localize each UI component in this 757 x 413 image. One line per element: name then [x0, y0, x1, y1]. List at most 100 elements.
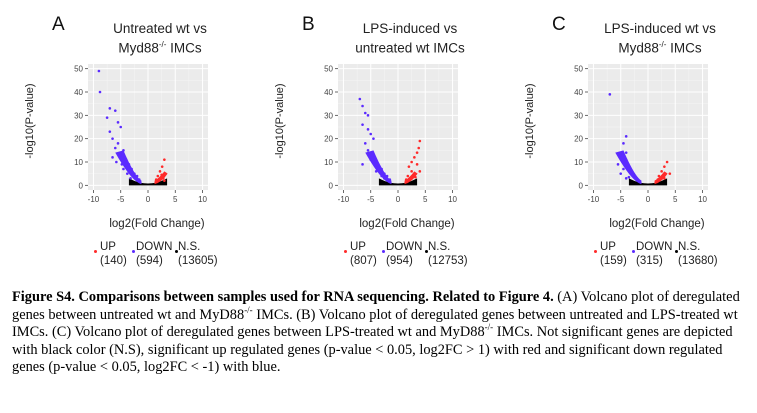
down-point	[377, 165, 381, 168]
down-point	[363, 142, 367, 145]
figure-caption: Figure S4. Comparisons between samples u…	[12, 289, 750, 377]
caption-related: Related to Figure 4.	[432, 289, 554, 305]
ns-points	[378, 178, 418, 186]
up-point	[664, 172, 667, 175]
caption-text-1: (A) Volcano plot of deregulated genes be…	[12, 289, 740, 323]
y-tick-label: 50	[574, 65, 583, 74]
down-point	[372, 137, 375, 140]
volcano-plot: -10 -5 0 5 10 0 10 20 30 40 50	[324, 64, 458, 204]
x-tick-label: -10	[338, 195, 350, 204]
down-point	[116, 142, 120, 145]
panel-title-tail: IMCs	[666, 40, 702, 56]
up-point	[154, 178, 158, 181]
y-tick-label: 40	[574, 88, 583, 97]
up-point	[418, 170, 422, 173]
ns-points	[628, 178, 668, 186]
down-point	[633, 174, 636, 178]
x-tick-label: 0	[146, 195, 151, 204]
legend-down-dot	[632, 250, 635, 253]
legend-up-count: (159)	[600, 255, 627, 267]
up-point	[160, 173, 163, 177]
panel-title-line2: untreated wt IMCs	[355, 40, 465, 56]
down-point	[622, 142, 625, 145]
y-tick-label: 0	[329, 181, 334, 190]
y-tick-label: 30	[74, 111, 83, 120]
down-point	[624, 158, 628, 161]
legend-up-dot	[344, 250, 347, 253]
x-tick-label: -10	[88, 195, 100, 204]
y-tick-label: 30	[574, 111, 583, 120]
down-point	[363, 111, 367, 115]
legend-down-dot	[382, 250, 385, 253]
volcano-plot: -10 -5 0 5 10 0 10 20 30 40 50	[574, 64, 708, 204]
x-tick-label: 5	[173, 195, 178, 204]
up-point	[156, 174, 160, 178]
up-point	[668, 172, 672, 175]
legend: UP (140) DOWN (594) N.S. (13605)	[92, 240, 242, 280]
panel-title-line2: Myd88	[618, 40, 659, 56]
legend-up-count: (807)	[350, 255, 377, 267]
legend-up: UP (159)	[600, 240, 627, 268]
panel-title-line1: Untreated wt vs	[113, 21, 207, 36]
y-tick-label: 10	[574, 158, 583, 167]
x-axis-label: log2(Fold Change)	[109, 218, 205, 230]
down-point	[374, 170, 378, 173]
panel-letter: C	[552, 14, 566, 35]
up-point	[663, 177, 666, 180]
panel-title-sup: -/-	[658, 40, 667, 49]
legend-up-label: UP	[100, 241, 116, 253]
up-point	[418, 139, 422, 143]
down-point	[105, 116, 109, 119]
down-point	[135, 174, 139, 178]
down-point	[366, 128, 370, 131]
down-point	[369, 158, 373, 161]
panel-title-line1: LPS-induced wt vs	[604, 21, 716, 36]
down-point	[125, 172, 129, 175]
down-point	[622, 167, 625, 171]
legend-ns-label: N.S.	[678, 241, 701, 253]
down-point	[122, 149, 125, 152]
down-point	[624, 177, 628, 180]
down-point	[608, 93, 612, 96]
down-point	[111, 156, 114, 159]
down-point	[119, 125, 123, 129]
legend-ns-count: (13680)	[678, 255, 718, 267]
panel-a: A Untreated wt vs Myd88-/- IMCs -log10(P…	[0, 0, 240, 285]
panel-title-line1: LPS-induced vs	[362, 21, 458, 36]
y-axis-label: -log10(P-value)	[24, 83, 36, 159]
up-point	[408, 177, 412, 180]
legend-up: UP (140)	[100, 240, 127, 268]
y-tick-label: 50	[324, 65, 333, 74]
up-point	[660, 170, 663, 173]
x-tick-label: -5	[367, 195, 375, 204]
up-point	[407, 165, 411, 168]
x-tick-label: 10	[448, 195, 457, 204]
up-point	[163, 179, 166, 182]
down-point	[619, 172, 623, 175]
down-point	[108, 107, 112, 110]
up-point	[413, 156, 416, 159]
legend-ns: N.S. (13680)	[678, 240, 718, 268]
y-tick-label: 10	[74, 158, 83, 167]
legend-ns-dot	[675, 250, 678, 253]
legend-down-label: DOWN	[136, 241, 173, 253]
legend-ns-dot	[175, 250, 178, 253]
down-point	[366, 149, 370, 152]
down-point	[108, 130, 112, 133]
y-tick-label: 20	[574, 135, 583, 144]
panel-letter: A	[52, 14, 65, 35]
down-point	[127, 163, 131, 166]
legend-down: DOWN (315)	[636, 240, 672, 268]
caption-title: Figure S4. Comparisons between samples u…	[12, 289, 426, 305]
y-tick-label: 0	[579, 181, 584, 190]
y-tick-label: 30	[324, 111, 333, 120]
down-point	[98, 90, 102, 94]
down-point	[113, 146, 117, 150]
down-point	[627, 165, 631, 168]
up-point	[657, 174, 661, 178]
up-point	[415, 151, 419, 154]
legend-down: DOWN (954)	[386, 240, 422, 268]
down-point	[380, 167, 383, 171]
legend-ns-label: N.S.	[428, 241, 451, 253]
up-point	[663, 165, 666, 168]
